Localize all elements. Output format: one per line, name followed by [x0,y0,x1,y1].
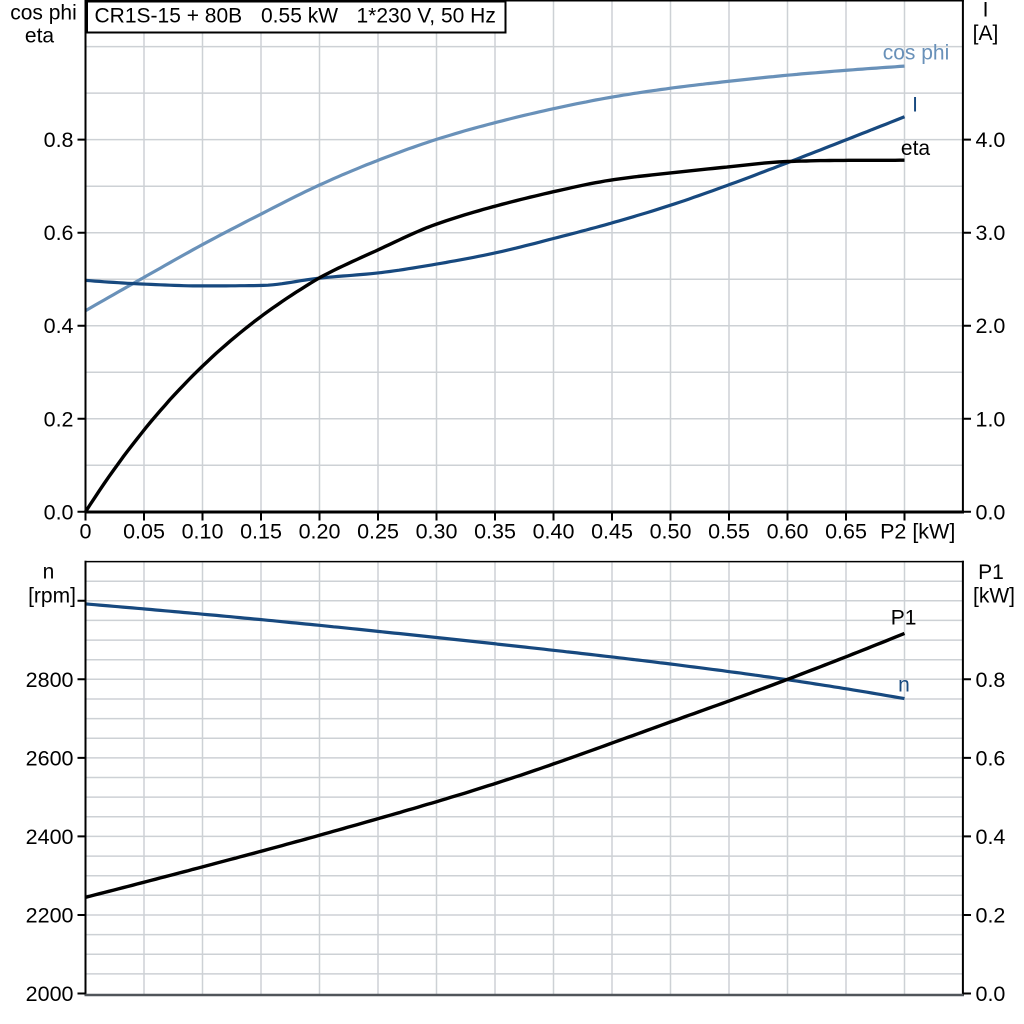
svg-text:0.0: 0.0 [44,500,74,524]
svg-text:0.25: 0.25 [357,519,399,543]
svg-text:0.2: 0.2 [44,407,74,431]
svg-text:0.4: 0.4 [44,314,74,338]
svg-text:[kW]: [kW] [973,585,1015,608]
svg-text:0.2: 0.2 [976,903,1006,927]
svg-text:n: n [43,561,55,584]
svg-text:[rpm]: [rpm] [28,584,76,607]
svg-text:CR1S-15 + 80B: CR1S-15 + 80B [95,4,243,27]
svg-text:eta: eta [25,25,55,48]
svg-text:0.40: 0.40 [533,519,575,543]
svg-text:0.60: 0.60 [767,519,809,543]
svg-text:0.45: 0.45 [591,519,633,543]
svg-text:0.10: 0.10 [182,519,224,543]
svg-text:0.05: 0.05 [123,519,165,543]
svg-text:4.0: 4.0 [976,128,1006,152]
svg-text:1*230 V, 50 Hz: 1*230 V, 50 Hz [357,4,496,27]
svg-text:cos phi: cos phi [883,42,950,65]
svg-text:[A]: [A] [973,22,999,45]
svg-text:3.0: 3.0 [976,221,1006,245]
svg-text:0.0: 0.0 [976,982,1006,1006]
svg-text:2400: 2400 [26,825,74,849]
svg-text:2200: 2200 [26,903,74,927]
svg-text:0: 0 [80,519,92,543]
svg-text:2.0: 2.0 [976,314,1006,338]
svg-text:2600: 2600 [26,746,74,770]
svg-text:0.4: 0.4 [976,825,1006,849]
svg-text:I: I [912,94,918,117]
svg-text:P1: P1 [891,607,917,630]
svg-text:eta: eta [901,137,931,160]
svg-text:0.30: 0.30 [416,519,458,543]
svg-text:2800: 2800 [26,668,74,692]
svg-text:0.15: 0.15 [240,519,282,543]
svg-text:0.55 kW: 0.55 kW [261,4,338,27]
svg-text:0.8: 0.8 [976,668,1006,692]
svg-text:0.50: 0.50 [650,519,692,543]
svg-text:P1: P1 [978,561,1004,584]
svg-text:0.6: 0.6 [44,221,74,245]
svg-text:0.8: 0.8 [44,128,74,152]
svg-text:0.6: 0.6 [976,746,1006,770]
svg-text:0.20: 0.20 [299,519,341,543]
svg-text:0.55: 0.55 [708,519,750,543]
svg-text:0.0: 0.0 [976,500,1006,524]
svg-text:n: n [898,674,910,697]
svg-text:0.35: 0.35 [474,519,516,543]
svg-text:I: I [983,0,989,22]
svg-text:2000: 2000 [26,982,74,1006]
svg-text:1.0: 1.0 [976,407,1006,431]
svg-text:P2 [kW]: P2 [kW] [880,519,955,543]
svg-text:0.65: 0.65 [825,519,867,543]
svg-text:cos phi: cos phi [10,2,77,25]
